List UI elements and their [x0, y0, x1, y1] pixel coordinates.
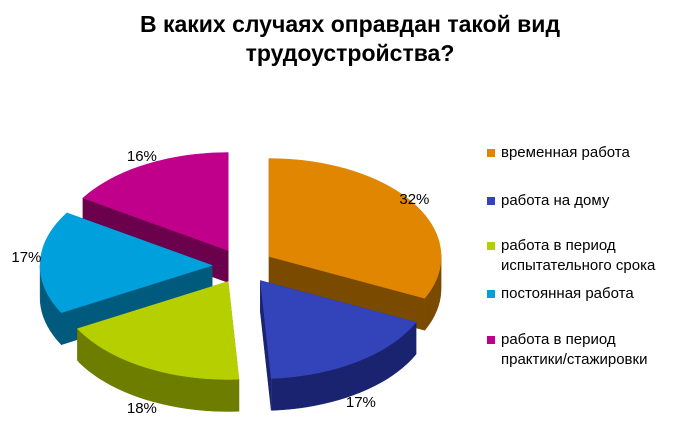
legend-label-1: временная работа — [501, 143, 697, 163]
legend-label-3-line-1: работа в период — [501, 237, 616, 254]
data-label-slice-2: 17% — [346, 394, 376, 411]
legend-swatch-5 — [487, 336, 495, 344]
data-label-slice-5: 16% — [127, 148, 157, 165]
legend-label-2: работа на дому — [501, 191, 697, 211]
legend-label-5: работа в период практики/стажировки — [501, 330, 697, 370]
legend-label-3: работа в период испытательного срока — [501, 236, 697, 276]
chart-title-line-2: трудоустройства? — [245, 40, 455, 66]
legend-label-2-line-1: работа на дому — [501, 192, 610, 209]
chart-title-line-1: В каких случаях оправдан такой вид — [139, 11, 561, 37]
legend-label-3-line-2: испытательного срока — [501, 257, 656, 274]
legend-swatch-1 — [487, 149, 495, 157]
legend-label-1-line-1: временная работа — [501, 144, 630, 161]
legend-label-5-line-2: практики/стажировки — [501, 351, 648, 368]
legend-swatch-2 — [487, 197, 495, 205]
slice-1-top — [268, 158, 442, 299]
slice-4-top — [39, 212, 213, 313]
legend-label-4-line-1: постоянная работа — [501, 285, 634, 302]
legend-label-5-line-1: работа в период — [501, 331, 616, 348]
legend-swatch-3 — [487, 242, 495, 250]
legend-swatch-4 — [487, 290, 495, 298]
pie-top-faces — [39, 152, 442, 380]
slice-3-top — [76, 281, 240, 380]
chart-title: В каких случаях оправдан такой вид трудо… — [0, 10, 700, 68]
slice-2-top — [260, 280, 417, 379]
pie-data-labels: 32% 17% 18% 17% 16% — [11, 148, 429, 417]
data-label-slice-1: 32% — [399, 191, 429, 208]
legend-label-4: постоянная работа — [501, 284, 697, 304]
slice-5-top — [82, 152, 229, 251]
data-label-slice-3: 18% — [127, 400, 157, 417]
data-label-slice-4: 17% — [11, 249, 41, 266]
